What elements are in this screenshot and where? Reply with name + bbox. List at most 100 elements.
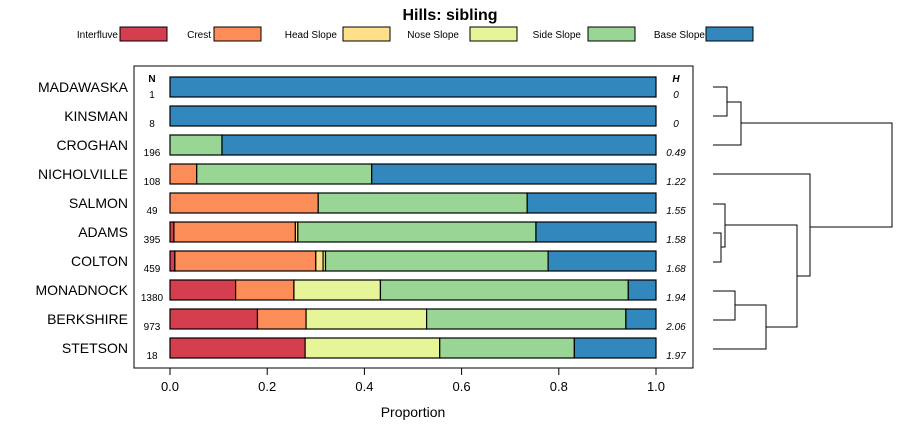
legend-label: Side Slope <box>533 30 582 41</box>
legend-label: Crest <box>187 30 211 41</box>
bar-row: NICHOLVILLE 108 1.22 <box>38 163 686 188</box>
legend-swatch <box>119 26 168 42</box>
bar-segment-nose-slope <box>304 337 441 359</box>
row-n-value: 459 <box>144 264 161 275</box>
bar-segment-side-slope <box>297 221 537 243</box>
row-n-value: 973 <box>144 322 161 333</box>
row-h-value: 1.68 <box>666 264 686 275</box>
bar-segment-side-slope <box>379 279 629 301</box>
bar-segment-crest <box>169 192 319 214</box>
row-label: CROGHAN <box>56 137 128 153</box>
legend-swatch <box>587 26 636 42</box>
dendrogram-link <box>713 304 767 350</box>
bar-row: STETSON 18 1.97 <box>62 337 686 362</box>
bar-segment-interfluve <box>169 250 176 272</box>
legend-swatch <box>213 26 262 42</box>
row-h-value: 1.97 <box>666 351 686 362</box>
x-axis-title: Proportion <box>381 404 446 420</box>
row-label: MADAWASKA <box>38 79 129 95</box>
x-tick-label: 1.0 <box>647 379 665 394</box>
legend-label: Interfluve <box>77 30 119 41</box>
dendrogram-link <box>713 173 811 277</box>
bar-row: MONADNOCK 1380 1.94 <box>35 279 686 304</box>
bar-row: SALMON 49 1.55 <box>69 192 686 217</box>
legend: Interfluve Crest Head Slope Nose Slope Side … <box>77 26 754 42</box>
bar-segment-crest <box>169 163 198 185</box>
bar-segment-side-slope <box>439 337 575 359</box>
row-n-value: 395 <box>144 235 161 246</box>
bar-row: KINSMAN 8 0 <box>64 105 679 130</box>
h-column-header: H <box>672 74 680 85</box>
bar-row: CROGHAN 196 0.49 <box>56 134 686 159</box>
bar-segment-crest <box>173 221 296 243</box>
row-h-value: 0 <box>673 119 679 130</box>
row-n-value: 108 <box>144 177 161 188</box>
bar-segment-side-slope <box>169 134 223 156</box>
dendrogram-link <box>713 290 736 321</box>
row-label: COLTON <box>71 253 128 269</box>
dendrogram-link <box>741 122 893 228</box>
row-h-value: 2.06 <box>665 322 686 333</box>
legend-label: Head Slope <box>285 30 338 41</box>
row-label: NICHOLVILLE <box>38 166 128 182</box>
dendrogram-link <box>725 224 798 328</box>
bar-row: COLTON 459 1.68 <box>71 250 686 275</box>
row-label: SALMON <box>69 195 128 211</box>
bar-segment-base-slope <box>169 105 657 127</box>
row-h-value: 1.55 <box>666 206 686 217</box>
row-h-value: 0 <box>673 90 679 101</box>
bar-segment-side-slope <box>324 250 549 272</box>
bar-segment-side-slope <box>426 308 627 330</box>
bar-segment-base-slope <box>573 337 657 359</box>
bar-segment-interfluve <box>169 308 259 330</box>
x-tick-label: 0.0 <box>161 379 179 394</box>
bar-segment-base-slope <box>627 279 657 301</box>
bar-row: MADAWASKA 1 0 <box>38 76 679 101</box>
legend-swatch <box>469 26 518 42</box>
bar-segment-nose-slope <box>293 279 382 301</box>
row-n-value: 49 <box>146 206 158 217</box>
legend-swatch <box>342 26 391 42</box>
bar-segment-base-slope <box>526 192 657 214</box>
bar-segment-side-slope <box>317 192 528 214</box>
plot-frame <box>133 65 694 369</box>
row-h-value: 1.94 <box>666 293 686 304</box>
row-label: ADAMS <box>78 224 128 240</box>
dendrogram-link <box>713 86 728 117</box>
row-label: KINSMAN <box>64 108 128 124</box>
bar-segment-base-slope <box>221 134 657 156</box>
bar-segment-crest <box>174 250 317 272</box>
row-n-value: 8 <box>149 119 155 130</box>
x-axis: 0.0 0.2 0.4 0.6 0.8 1.0 <box>161 368 665 394</box>
row-n-value: 18 <box>146 351 158 362</box>
legend-swatch <box>705 26 754 42</box>
row-h-value: 1.58 <box>666 235 686 246</box>
dendrogram-link <box>713 203 726 248</box>
dendrogram-link <box>713 232 722 263</box>
n-column-header: N <box>148 74 155 85</box>
bar-segment-base-slope <box>625 308 657 330</box>
row-n-value: 196 <box>144 148 161 159</box>
dendrogram <box>713 86 893 350</box>
bar-row: BERKSHIRE 973 2.06 <box>47 308 686 333</box>
bar-row: ADAMS 395 1.58 <box>78 221 686 246</box>
x-tick-label: 0.8 <box>550 379 568 394</box>
bar-segment-crest <box>235 279 295 301</box>
x-tick-label: 0.6 <box>453 379 471 394</box>
bar-segment-base-slope <box>169 76 657 98</box>
chart-title: Hills: sibling <box>402 7 497 24</box>
bar-segment-interfluve <box>169 337 306 359</box>
bar-segment-crest <box>256 308 307 330</box>
row-h-value: 0.49 <box>666 148 686 159</box>
legend-label: Base Slope <box>654 30 706 41</box>
bar-segment-head-slope <box>315 250 324 272</box>
x-tick-label: 0.2 <box>258 379 276 394</box>
row-label: BERKSHIRE <box>47 311 128 327</box>
bar-segment-base-slope <box>371 163 657 185</box>
bar-segment-nose-slope <box>305 308 428 330</box>
row-n-value: 1380 <box>141 293 164 304</box>
bar-segment-base-slope <box>547 250 657 272</box>
x-tick-label: 0.4 <box>355 379 373 394</box>
